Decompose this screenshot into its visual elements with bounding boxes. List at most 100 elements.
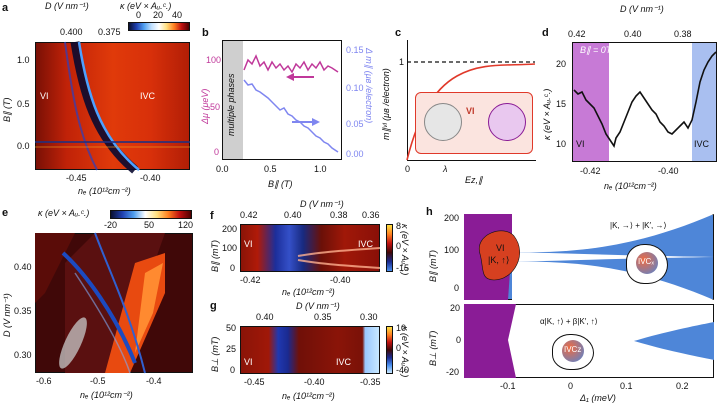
panel-a-colorbar-tick-1: 20 [153, 10, 164, 20]
panel-g-cb-tick-2: -40 [396, 365, 410, 375]
panel-g-x-tick-2: -0.35 [360, 377, 381, 387]
panel-h-top-y-tick-2: 0 [454, 283, 460, 293]
panel-a-colorbar [128, 22, 190, 31]
panel-d-y-tick-0: 20 [556, 59, 567, 69]
panel-b-yr-label: Δ m∥ (μʙ /electron) [364, 48, 374, 124]
panel-label-g: g [210, 300, 217, 312]
panel-c-y-tick: 1 [399, 57, 405, 67]
panel-b-yr-tick-0: 0.15 [346, 45, 364, 55]
panel-e-x-tick-2: -0.4 [146, 376, 162, 386]
panel-f-cb-tick-1: 0 [396, 241, 402, 251]
panel-f-top-tick-1: 0.40 [284, 210, 302, 220]
panel-g-cb-tick-1: 0 [396, 343, 402, 353]
panel-b-plot [222, 40, 342, 160]
panel-g-colorbar [386, 326, 393, 374]
panel-h-vi-state: |K, ↑⟩ [488, 255, 510, 265]
panel-e-y-tick-1: 0.35 [14, 306, 32, 316]
panel-a-x-tick-0: -0.45 [66, 173, 87, 183]
panel-d-vi-region [573, 43, 609, 161]
panel-a-colorbar-label: κ (eV × Aᵤ.ᶜ.) [120, 1, 172, 11]
panel-d-region-ivc: IVC [694, 139, 710, 149]
panel-e-colorbar-tick-2: 120 [178, 220, 194, 230]
panel-h-ivcx-label: IVCₓ [638, 257, 654, 266]
panel-e-colorbar-label: κ (eV × Aᵤ.ᶜ.) [38, 208, 90, 218]
panel-f-heatmap [240, 224, 380, 272]
panel-d-y-tick-2: 10 [556, 139, 567, 149]
panel-h-bottom-y-tick-0: 20 [450, 303, 461, 313]
panel-label-b: b [202, 27, 209, 39]
panel-f-top-axis-label: D (V nm⁻¹) [300, 199, 344, 209]
panel-h-x-tick-0: -0.1 [500, 381, 516, 391]
panel-h-x-tick-1: 0 [568, 381, 574, 391]
panel-d-top-tick-0: 0.42 [568, 29, 586, 39]
panel-b-curves [243, 54, 339, 153]
panel-f-region-vi: VI [244, 239, 253, 249]
panel-f-x-label: nₑ (10¹²cm⁻²) [282, 287, 335, 297]
panel-h-x-tick-3: 0.2 [676, 381, 689, 391]
panel-f-y-tick-0: 200 [222, 224, 238, 234]
panel-b-x-tick-0: 0.0 [216, 164, 229, 174]
panel-e: e κ (eV × Aᵤ.ᶜ.) -20 50 120 0.40 0.35 0.… [0, 205, 200, 406]
panel-f-colorbar-label: κ (eV × Aᵤ.ᶜ.) [400, 224, 410, 276]
panel-c-x-label: Eᴢ,∥ [465, 175, 483, 185]
panel-f-y-tick-1: 100 [222, 243, 238, 253]
panel-h-top-y-tick-0: 200 [444, 213, 460, 223]
panel-a-top-tick-1: 0.375 [98, 27, 121, 37]
panel-h-ivcz-label: IVCᴢ [564, 345, 582, 354]
panel-g-region-ivc: IVC [336, 357, 352, 367]
panel-label-f: f [210, 210, 214, 222]
panel-f-y-tick-2: 0 [230, 263, 236, 273]
panel-e-x-label: nₑ (10¹²cm⁻²) [80, 390, 133, 400]
panel-b-yl-tick-1: 50 [210, 102, 221, 112]
panel-b-x-tick-2: 1.0 [314, 164, 327, 174]
panel-c-inset: VI [415, 92, 533, 154]
panel-g-x-label: nₑ (10¹²cm⁻²) [282, 391, 335, 401]
panel-d: d D (V nm⁻¹) 0.42 0.40 0.38 B∥ = 0T VI I… [540, 0, 721, 200]
panel-g-y-tick-0: 50 [226, 323, 237, 333]
panel-g-region-vi: VI [244, 357, 253, 367]
panel-b-x-label: B∥ (T) [268, 179, 293, 189]
panel-label-d: d [542, 27, 549, 39]
panel-g-cb-tick-0: 10 [396, 323, 407, 333]
panel-d-top-axis-label: D (V nm⁻¹) [620, 4, 664, 14]
panel-e-colorbar-tick-1: 50 [144, 220, 155, 230]
panel-h-bottom-y-tick-2: -20 [446, 367, 460, 377]
panel-label-c: c [395, 27, 402, 39]
panel-d-x-tick-1: -0.40 [658, 166, 679, 176]
panel-h-x-label: Δ₁ (meV) [580, 393, 616, 403]
panel-h-top-regions [464, 214, 714, 300]
panel-d-legend: B∥ = 0T [580, 45, 612, 55]
panel-a-colorbar-tick-0: 0 [136, 10, 142, 20]
panel-label-e: e [2, 207, 9, 219]
panel-d-top-tick-2: 0.38 [674, 29, 692, 39]
panel-g: g D (V nm⁻¹) 0.40 0.35 0.30 VI IVC 50 25… [210, 300, 410, 406]
panel-c: c 1 m∥ᵛᴵ (μʙ /electron) 0 λ Eᴢ,∥ VI [375, 0, 540, 200]
panel-b-yl-tick-0: 100 [206, 55, 222, 65]
panel-e-y-label: D (V nm⁻¹) [2, 293, 12, 337]
panel-f-region-ivc: IVC [358, 239, 374, 249]
panel-e-x-tick-1: -0.5 [90, 376, 106, 386]
panel-h-bottom-y-label: B⊥ (mT) [428, 330, 438, 366]
panel-f-y-label: B∥ (mT) [210, 240, 220, 272]
panel-g-y-label: B⊥ (mT) [210, 336, 220, 372]
panel-a-colorbar-tick-2: 40 [172, 10, 183, 20]
panel-h-ivcz-state: α|K, ↑⟩ + β|K′, ↑⟩ [540, 317, 598, 326]
panel-h-ivcx-inner [636, 252, 658, 274]
panel-a-top-axis-label: D (V nm⁻¹) [45, 1, 89, 11]
panel-a-x-label: nₑ (10¹²cm⁻²) [78, 186, 131, 196]
panel-a-top-tick-0: 0.400 [60, 27, 83, 37]
panel-f-cb-tick-2: -15 [396, 263, 410, 273]
panel-f-top-tick-0: 0.42 [240, 210, 258, 220]
panel-g-top-tick-0: 0.40 [256, 312, 274, 322]
panel-a-y-tick-2: 0.0 [17, 141, 30, 151]
panel-a-y-label: B∥ (T) [2, 97, 12, 123]
panel-f-top-tick-3: 0.36 [362, 210, 380, 220]
panel-f-cb-tick-0: 8 [396, 221, 402, 231]
panel-b-shaded-region [223, 41, 243, 159]
panel-e-colorbar [110, 210, 192, 219]
panel-f-x-tick-0: -0.42 [240, 275, 261, 285]
panel-label-a: a [2, 2, 9, 14]
panel-b-x-tick-1: 0.5 [264, 164, 277, 174]
panel-c-x-tick-0: 0 [405, 164, 411, 174]
panel-g-heatmap [240, 326, 380, 374]
